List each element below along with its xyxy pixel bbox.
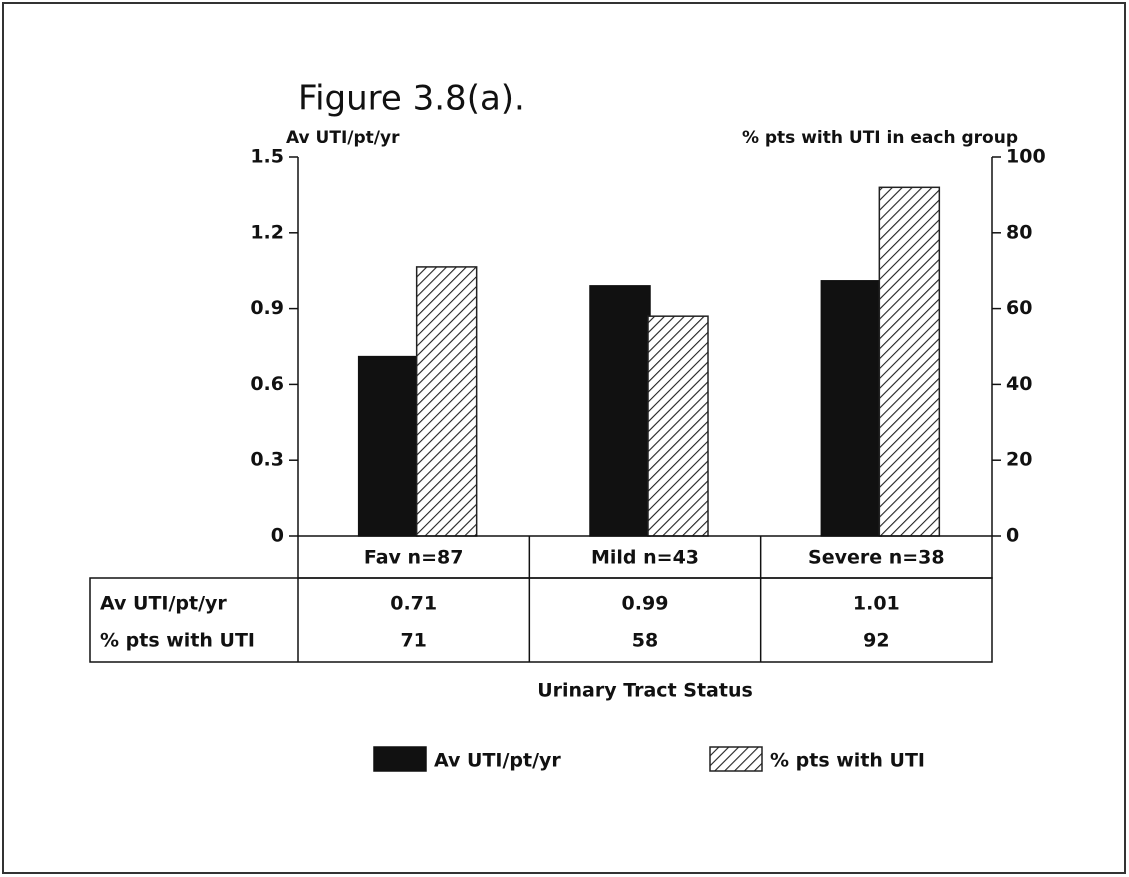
category-label: Severe n=38 (808, 547, 945, 569)
table-cell: 0.71 (390, 593, 437, 615)
y-tick-label: 0.6 (250, 373, 284, 395)
table-cell: 0.99 (622, 593, 669, 615)
bar (589, 285, 651, 537)
category-label: Fav n=87 (364, 547, 464, 569)
y-axis-label: Av UTI/pt/yr (286, 128, 400, 148)
y-tick-label: 1.5 (250, 146, 284, 168)
category-label: Mild n=43 (591, 547, 699, 569)
bar (415, 266, 478, 537)
table-cell: 71 (400, 630, 426, 652)
y2-tick-label: 40 (1006, 373, 1032, 395)
table-row-label: % pts with UTI (100, 630, 255, 652)
legend-swatch (373, 746, 427, 772)
y-tick-label: 1.2 (250, 221, 284, 243)
y2-tick-label: 80 (1006, 221, 1032, 243)
y-tick-label: 0.3 (250, 449, 284, 471)
y2-tick-label: 0 (1006, 525, 1019, 547)
x-axis-label: Urinary Tract Status (537, 680, 753, 702)
bar (357, 355, 420, 537)
y2-tick-label: 20 (1006, 449, 1032, 471)
y2-tick-label: 60 (1006, 297, 1032, 319)
y-tick-label: 0 (271, 525, 284, 547)
y-tick-label: 0.9 (250, 297, 284, 319)
bar (647, 315, 709, 537)
table-cell: 1.01 (853, 593, 900, 615)
table-cell: 92 (863, 630, 889, 652)
y2-tick-label: 100 (1006, 146, 1046, 168)
legend-label: % pts with UTI (770, 750, 925, 772)
legend-label: Av UTI/pt/yr (434, 750, 561, 772)
table-row-label: Av UTI/pt/yr (100, 593, 227, 615)
y2-axis-label: % pts with UTI in each group (742, 128, 1018, 148)
bar (878, 186, 941, 537)
chart-title: Figure 3.8(a). (298, 79, 525, 119)
data-table (89, 577, 993, 663)
legend-swatch (709, 746, 763, 772)
table-cell: 58 (632, 630, 658, 652)
bar (820, 280, 883, 537)
